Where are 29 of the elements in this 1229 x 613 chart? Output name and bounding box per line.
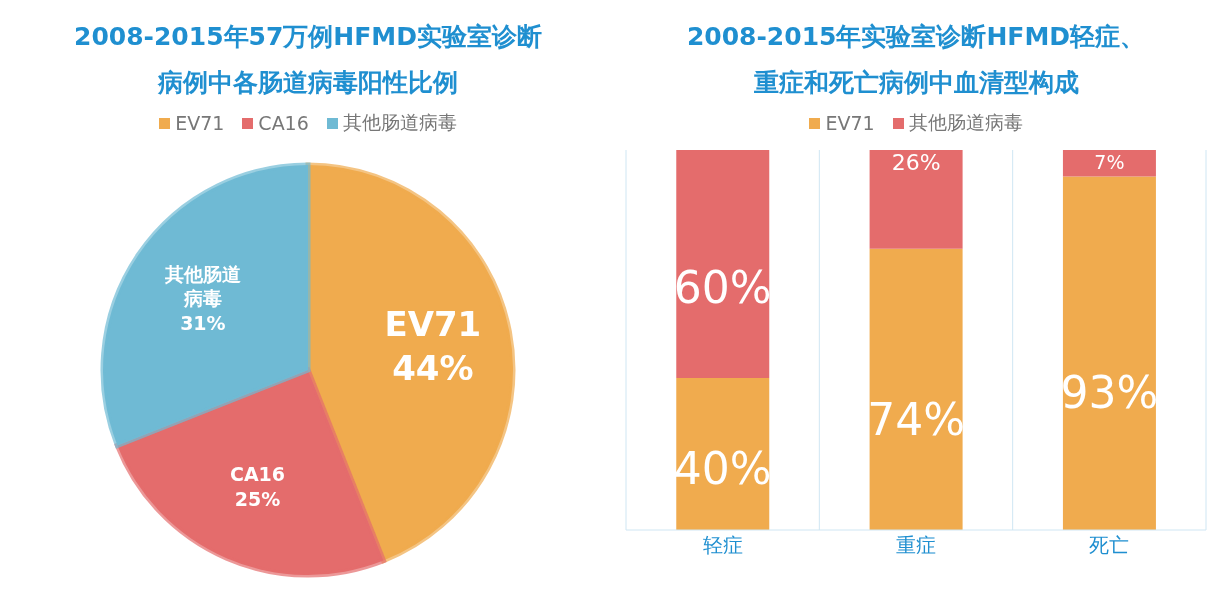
bar xyxy=(1062,176,1156,530)
x-tick-label: 轻症 xyxy=(702,533,743,558)
bar xyxy=(676,378,770,530)
bar xyxy=(676,150,770,378)
slice-label: EV71 xyxy=(384,303,482,344)
data-label: 7% xyxy=(1094,150,1125,173)
bar xyxy=(869,248,963,530)
x-tick-label: 重症 xyxy=(896,533,936,558)
chart-title: 2008-2015年实验室诊断HFMD轻症、重症和死亡病例中血清型构成 xyxy=(685,21,1147,99)
slice-label: 其他肠道病毒 xyxy=(163,262,241,310)
x-tick-label: 死亡 xyxy=(1089,533,1130,558)
data-label: 31% xyxy=(180,311,226,334)
data-label: 74% xyxy=(867,394,965,446)
legend-label: CA16 xyxy=(257,111,309,136)
data-label: 60% xyxy=(673,262,772,314)
pie-slice xyxy=(100,162,311,448)
legend-label: EV71 xyxy=(174,111,225,136)
bar xyxy=(869,150,963,249)
slice-label: CA16 xyxy=(229,462,286,485)
chart-title: 2008-2015年57万例HFMD实验室诊断病例中各肠道病毒阳性比例 xyxy=(73,21,543,99)
data-label: 93% xyxy=(1060,366,1159,418)
data-label: 26% xyxy=(891,150,941,175)
legend-label: 其他肠道病毒 xyxy=(907,110,1023,135)
data-label: 44% xyxy=(392,348,474,389)
legend-label: 其他肠道病毒 xyxy=(341,110,457,135)
legend-label: EV71 xyxy=(824,111,875,136)
bar xyxy=(1062,150,1156,177)
data-label: 25% xyxy=(234,487,281,510)
data-label: 40% xyxy=(673,443,772,495)
